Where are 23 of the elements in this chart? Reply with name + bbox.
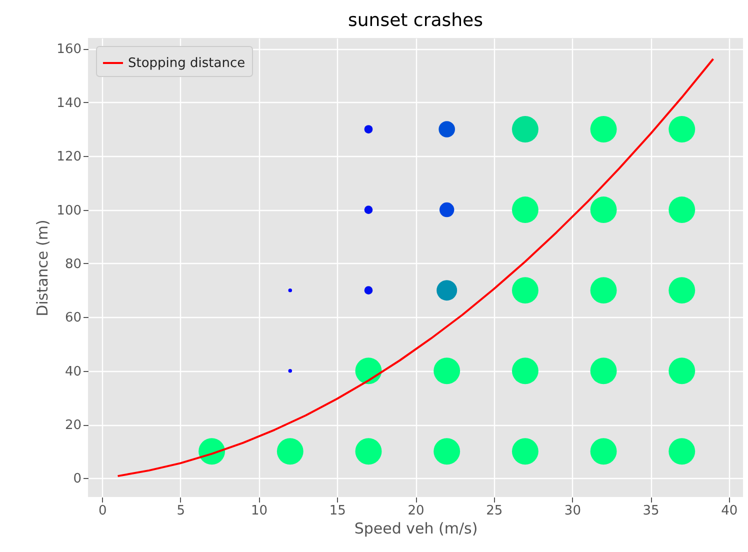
y-tick-label: 160 [56,42,82,58]
x-tick-label: 35 [642,504,660,518]
y-tick-label: 60 [64,310,82,326]
x-tick-label: 20 [408,504,424,518]
legend-label: Stopping distance [128,56,246,71]
x-tick-label: 10 [251,504,268,518]
chart-title: sunset crashes [348,10,483,31]
y-tick-label: 80 [64,256,82,272]
y-tick-label: 40 [64,364,82,380]
y-tick-label: 120 [56,150,82,165]
line-series [116,58,714,478]
y-axis-title: Distance (m) [34,220,52,316]
y-tick-label: 140 [56,96,82,111]
x-axis-title: Speed veh (m/s) [354,520,478,538]
x-tick-label: 25 [486,504,503,518]
y-tick-label: 100 [56,203,82,218]
x-tick-label: 15 [329,504,346,518]
x-tick-label: 30 [564,504,581,518]
y-tick-label: 20 [64,418,82,434]
y-tick-label: 0 [73,472,82,487]
x-tick-label: 40 [721,504,738,518]
x-tick-label: 5 [176,504,186,518]
x-tick-label: 0 [98,504,107,518]
